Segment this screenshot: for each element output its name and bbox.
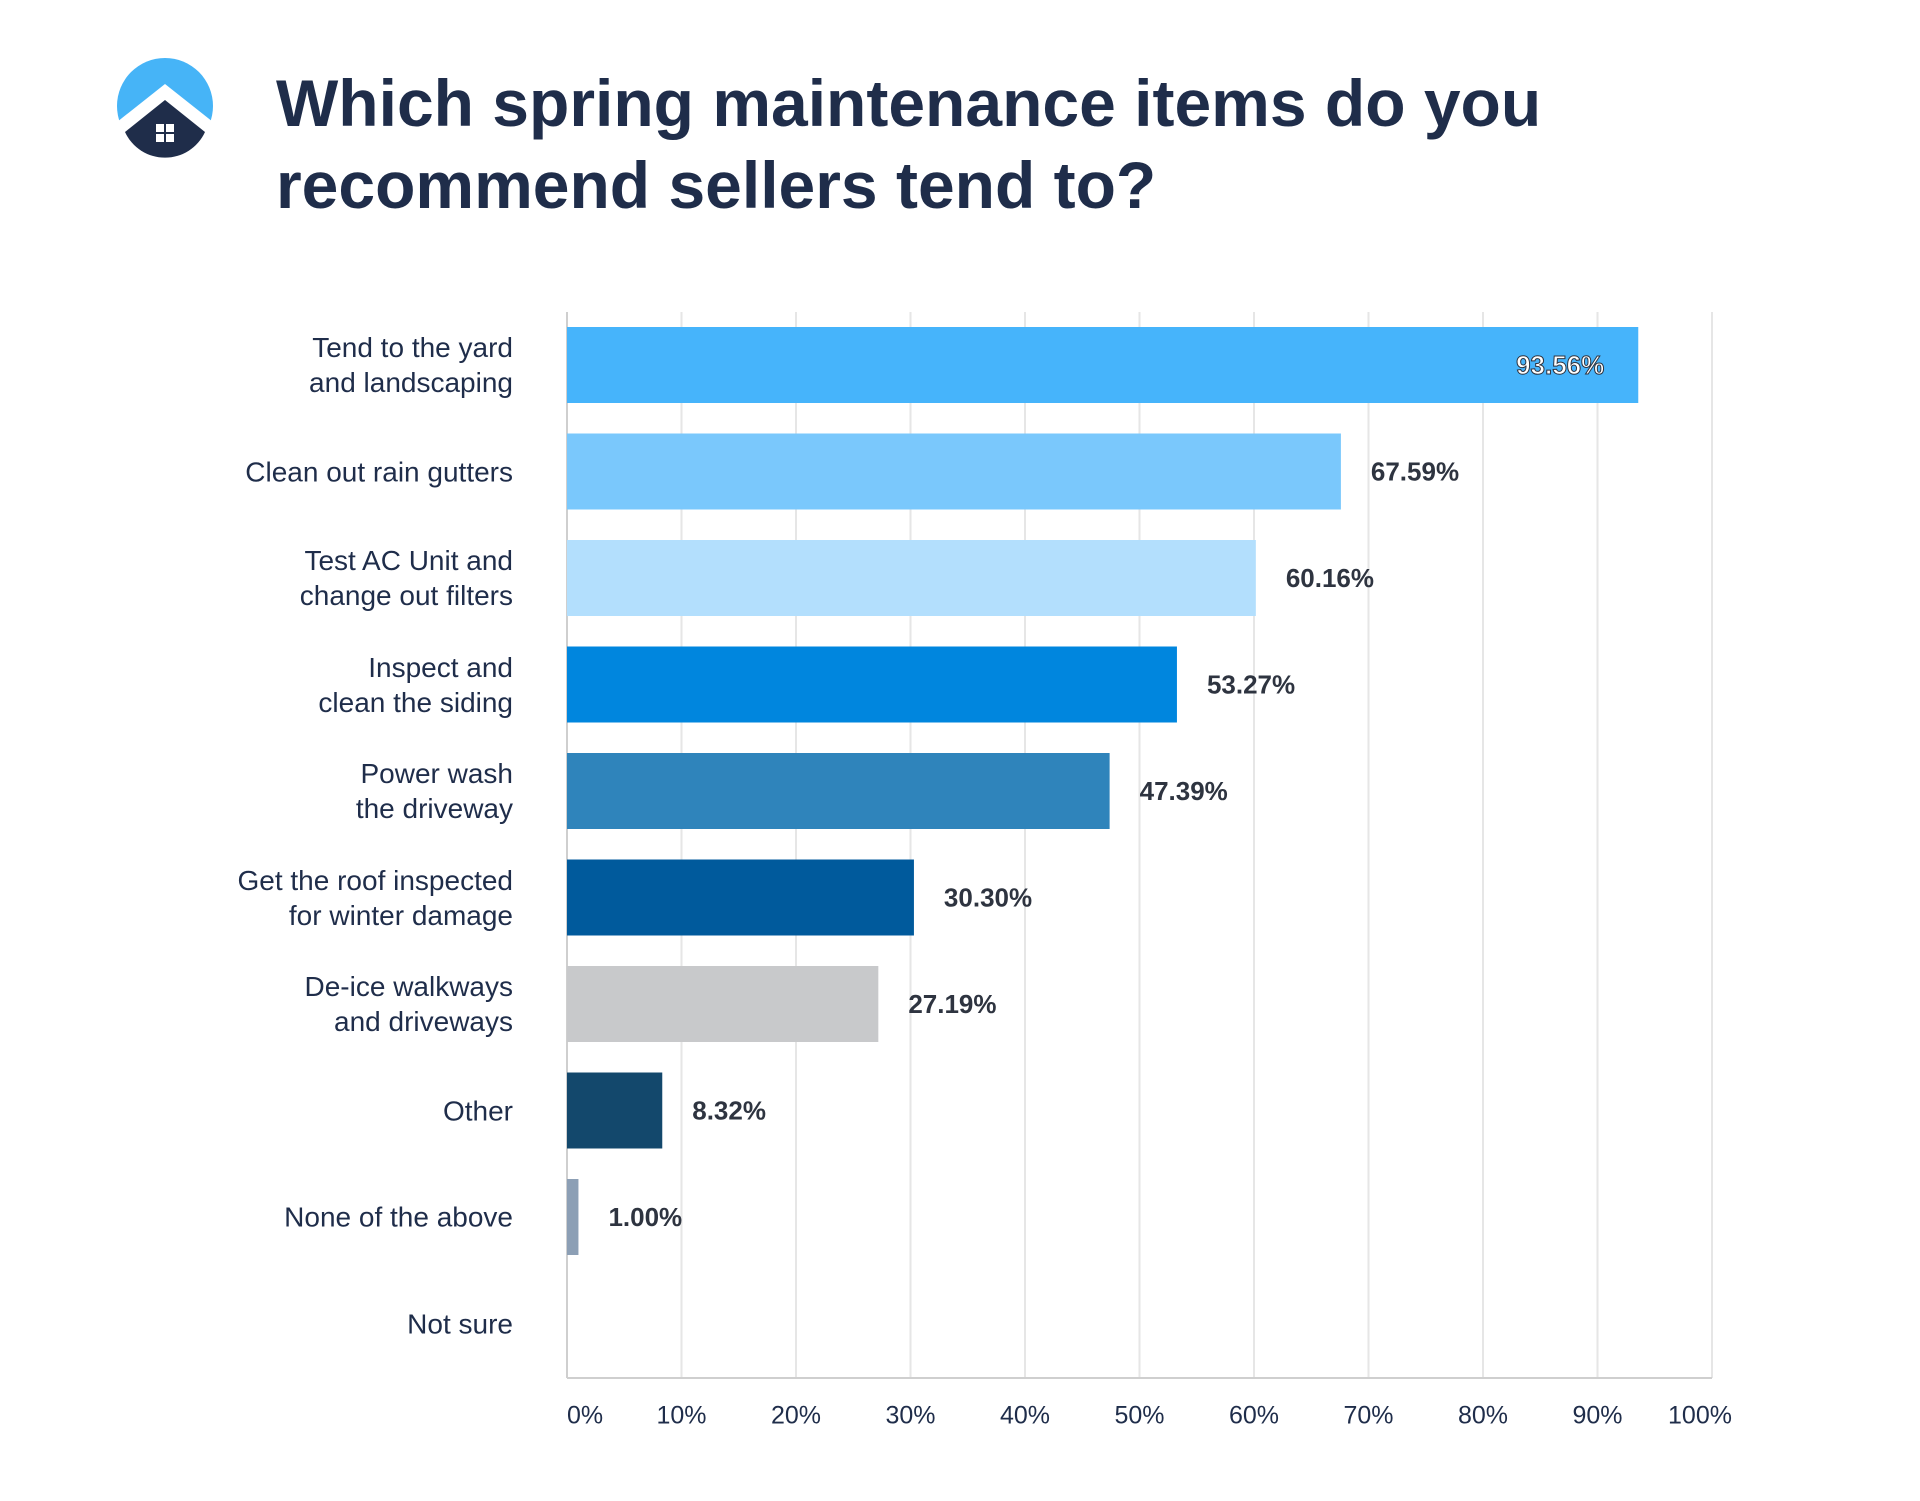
bar [567,1179,579,1255]
chart-title: Which spring maintenance items do you re… [276,66,1542,222]
y-tick-label: None of the above [284,1201,513,1233]
bar [567,646,1177,723]
x-tick-label: 40% [1000,1402,1050,1430]
y-tick-label: De-ice walkways and driveways [304,971,514,1037]
x-tick-label: 90% [1572,1402,1622,1430]
value-label: 27.19% [908,989,996,1019]
value-label: 8.32% [692,1095,766,1125]
x-tick-label: 80% [1458,1402,1508,1430]
y-tick-label: Test AC Unit and change out filters [299,545,513,611]
bar [567,859,914,936]
value-label: 67.59% [1371,456,1459,486]
y-tick-label: Other [442,1095,513,1126]
y-tick-label: Inspect and clean the siding [318,651,513,718]
logo [117,58,213,160]
value-label: 60.16% [1286,563,1374,593]
bar [567,327,1639,403]
x-tick-label: 50% [1114,1402,1164,1430]
bar [567,966,879,1042]
value-label: 30.30% [944,882,1032,912]
bar [567,1072,663,1149]
bar [567,433,1341,510]
bar [567,540,1256,616]
x-tick-label: 0% [567,1402,603,1430]
x-tick-label: 60% [1229,1402,1279,1430]
y-tick-label: Clean out rain gutters [245,456,513,487]
x-tick-label: 30% [885,1402,935,1430]
y-tick-label: Tend to the yard and landscaping [309,332,513,398]
y-tick-label: Not sure [407,1308,513,1339]
value-label: 1.00% [608,1202,682,1232]
y-tick-label: Get the roof inspected for winter damage [237,864,513,931]
value-label: 47.39% [1140,776,1228,806]
value-label: 53.27% [1207,669,1295,699]
y-tick-label: Power wash the driveway [355,758,513,824]
x-tick-label: 20% [771,1402,821,1430]
x-tick-label: 100% [1668,1402,1732,1430]
value-label: 93.56% [1516,350,1604,380]
x-tick-label: 70% [1343,1402,1393,1430]
x-tick-label: 10% [656,1402,706,1430]
bar [567,753,1110,829]
